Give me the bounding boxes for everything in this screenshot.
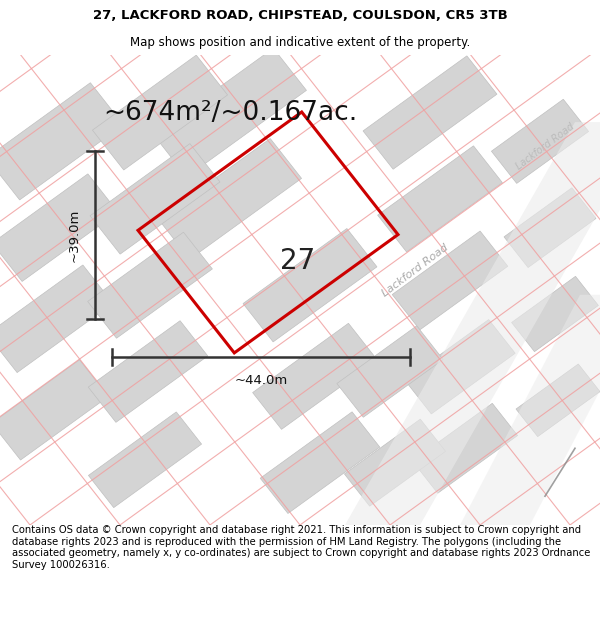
Text: Lackford Road: Lackford Road bbox=[380, 242, 450, 299]
Polygon shape bbox=[516, 364, 600, 437]
Polygon shape bbox=[0, 174, 118, 281]
Text: ~39.0m: ~39.0m bbox=[68, 208, 81, 261]
Polygon shape bbox=[344, 419, 446, 506]
Polygon shape bbox=[253, 323, 377, 429]
Polygon shape bbox=[337, 326, 443, 418]
Polygon shape bbox=[0, 82, 124, 200]
Polygon shape bbox=[0, 360, 109, 460]
Polygon shape bbox=[260, 412, 380, 514]
Text: Map shows position and indicative extent of the property.: Map shows position and indicative extent… bbox=[130, 36, 470, 49]
Polygon shape bbox=[405, 319, 515, 414]
Polygon shape bbox=[0, 265, 113, 372]
Text: 27, LACKFORD ROAD, CHIPSTEAD, COULSDON, CR5 3TB: 27, LACKFORD ROAD, CHIPSTEAD, COULSDON, … bbox=[92, 9, 508, 22]
Polygon shape bbox=[412, 403, 518, 493]
Polygon shape bbox=[491, 99, 589, 183]
Polygon shape bbox=[154, 48, 307, 177]
Polygon shape bbox=[88, 412, 202, 508]
Polygon shape bbox=[90, 144, 220, 254]
Polygon shape bbox=[88, 232, 212, 338]
Polygon shape bbox=[88, 321, 208, 422]
Polygon shape bbox=[158, 139, 302, 259]
Polygon shape bbox=[345, 122, 600, 525]
Text: Lackford Road: Lackford Road bbox=[514, 121, 576, 171]
Text: ~674m²/~0.167ac.: ~674m²/~0.167ac. bbox=[103, 99, 357, 126]
Polygon shape bbox=[392, 231, 508, 330]
Text: Contains OS data © Crown copyright and database right 2021. This information is : Contains OS data © Crown copyright and d… bbox=[12, 525, 590, 570]
Polygon shape bbox=[243, 229, 377, 342]
Polygon shape bbox=[504, 188, 596, 268]
Polygon shape bbox=[92, 55, 227, 170]
Polygon shape bbox=[512, 276, 598, 352]
Text: ~44.0m: ~44.0m bbox=[235, 374, 287, 388]
Polygon shape bbox=[363, 56, 497, 169]
Polygon shape bbox=[460, 295, 600, 525]
Polygon shape bbox=[377, 146, 502, 252]
Text: 27: 27 bbox=[280, 248, 316, 275]
